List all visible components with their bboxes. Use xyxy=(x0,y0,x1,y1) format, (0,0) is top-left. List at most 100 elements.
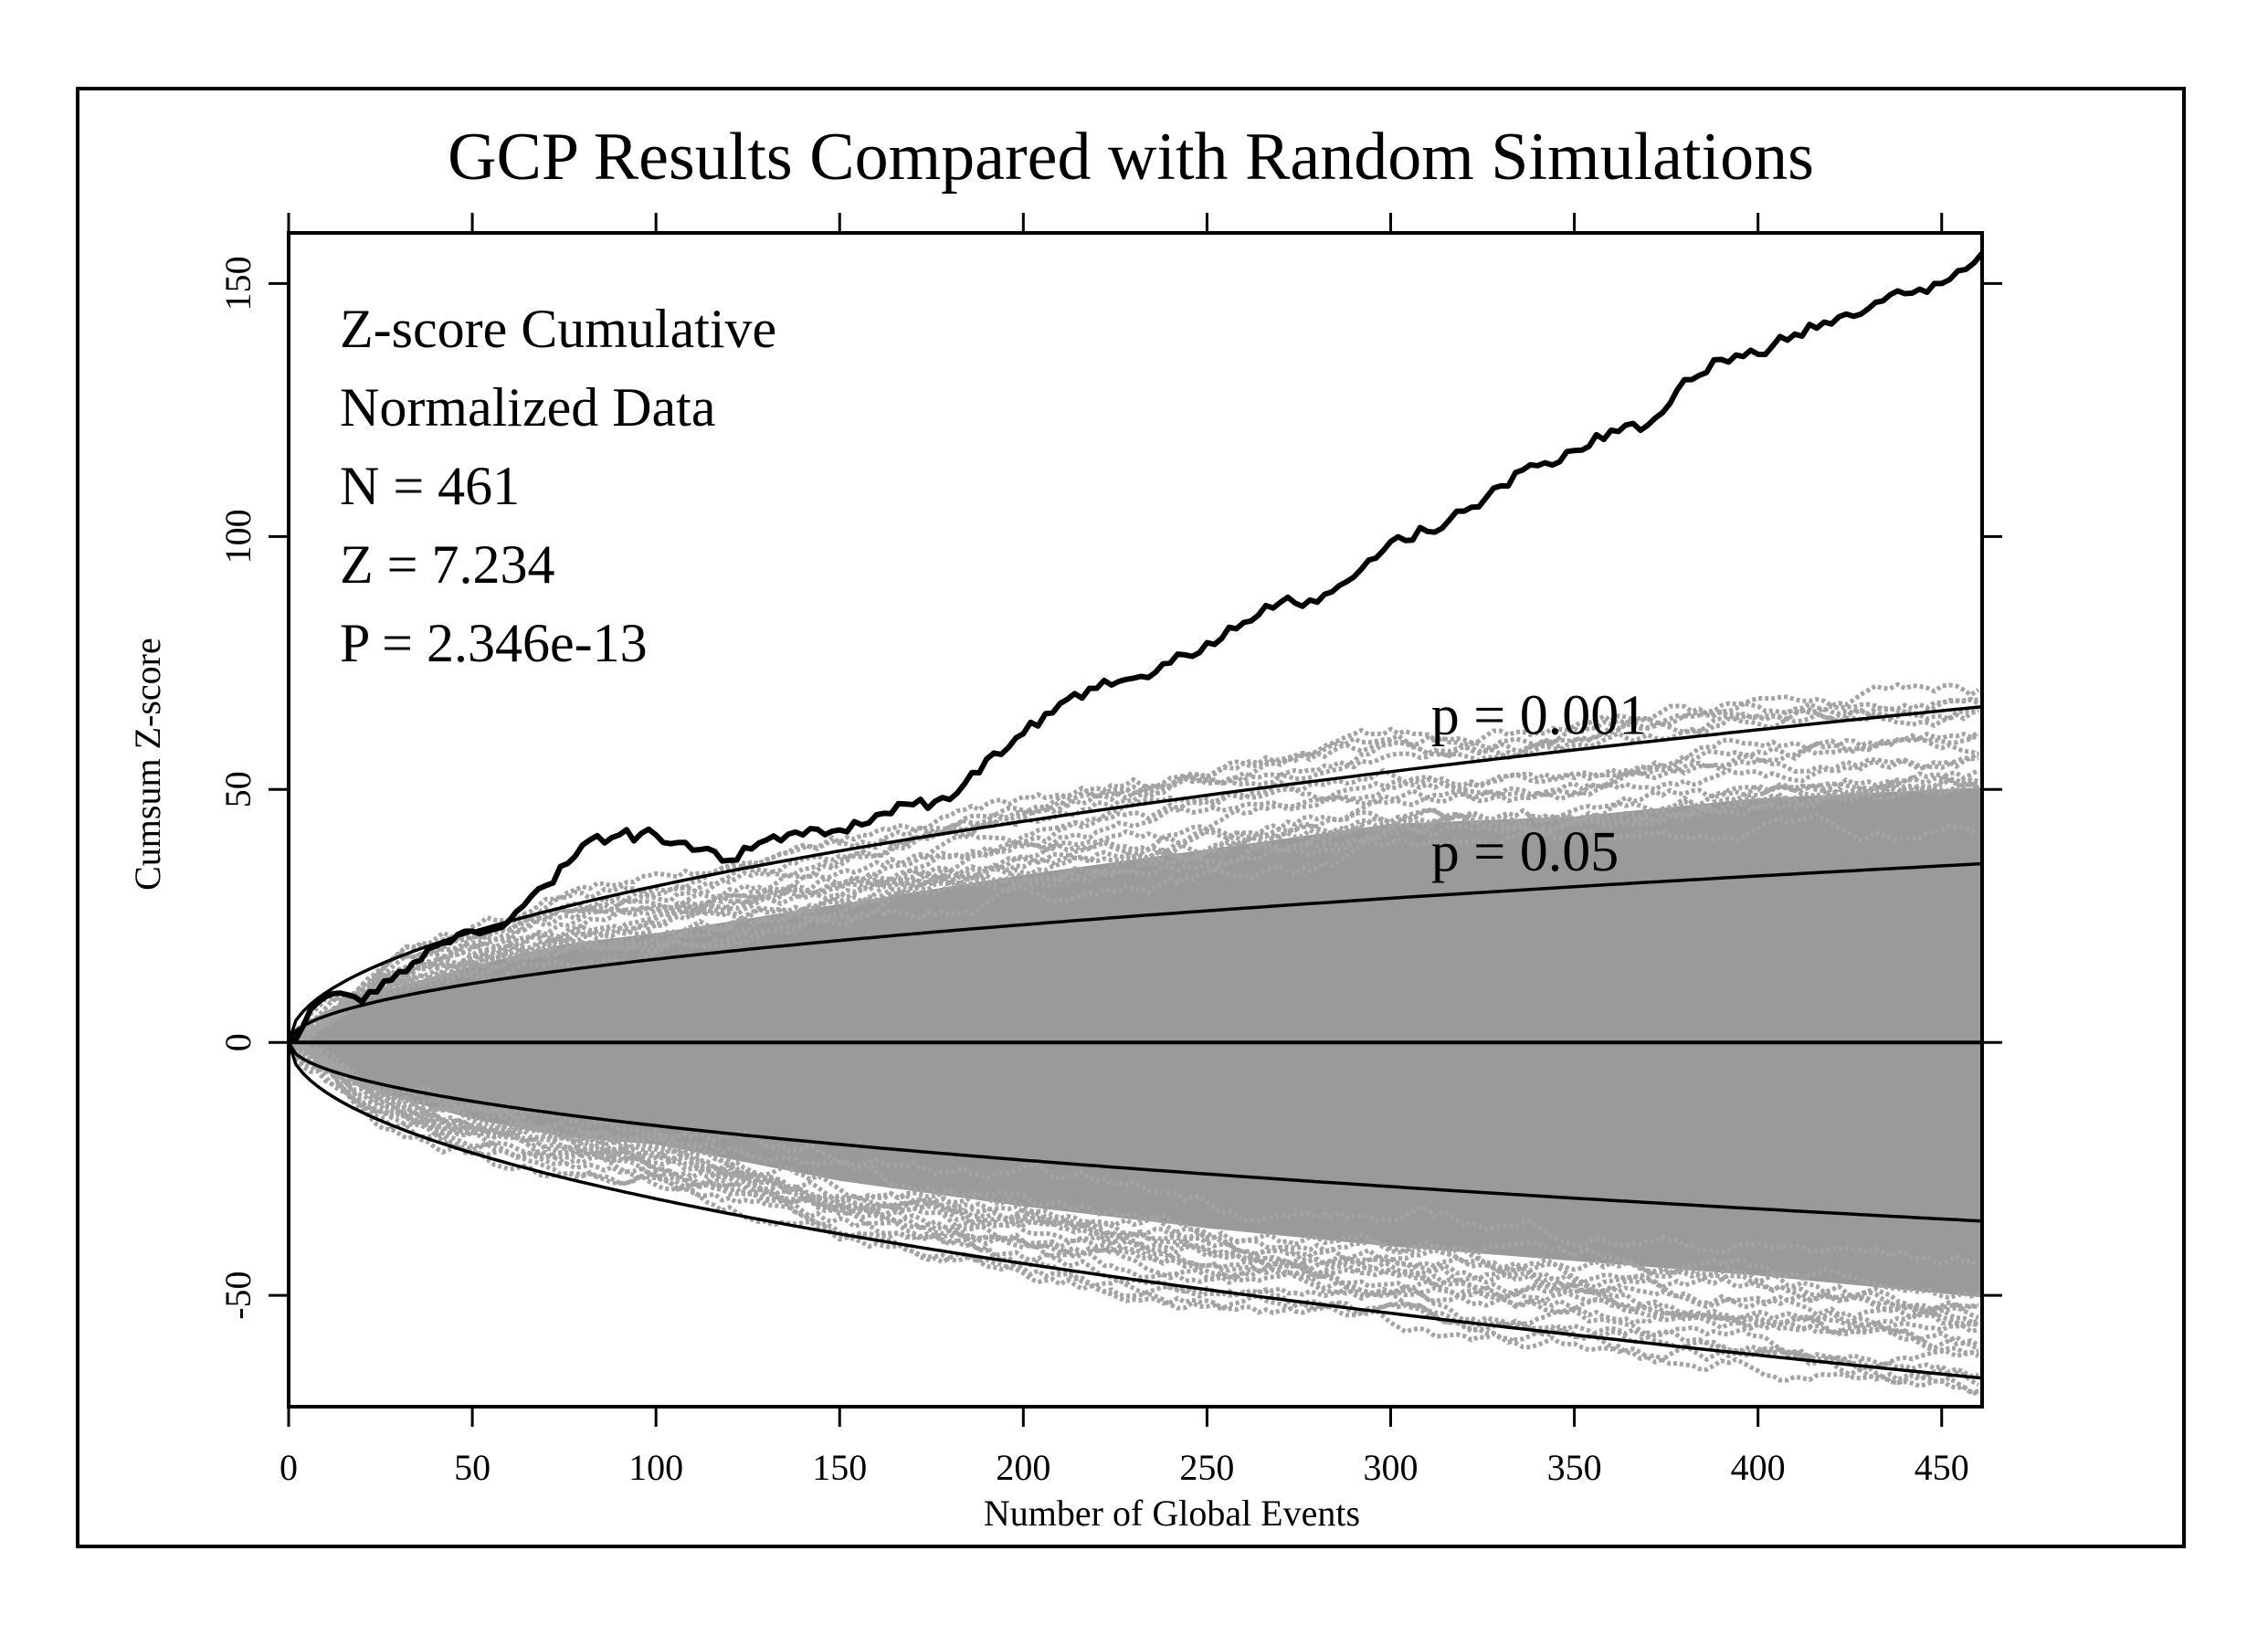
gcp-data-point xyxy=(1425,529,1429,533)
p001-lower-curve xyxy=(287,1041,1983,1380)
x-tick-label: 400 xyxy=(1731,1447,1786,1488)
annotation-line: P = 2.346e-13 xyxy=(340,613,648,673)
gcp-data-point xyxy=(617,833,621,838)
gcp-data-point xyxy=(1499,483,1503,488)
simulation-trajectory xyxy=(287,730,1980,1042)
y-tick-label: 0 xyxy=(217,1033,258,1051)
simulation-trajectory xyxy=(287,708,1979,1039)
simulation-trajectory xyxy=(288,735,1979,1043)
gcp-data-point xyxy=(1609,428,1613,433)
simulation-trajectory xyxy=(288,1039,1980,1327)
x-tick-label: 450 xyxy=(1915,1447,1969,1488)
x-tick-label: 350 xyxy=(1547,1447,1602,1488)
p05-lower-curve xyxy=(287,1041,1983,1223)
gcp-data-point xyxy=(1572,448,1577,453)
annotation-line: Normalized Data xyxy=(340,377,715,438)
annotation-line: N = 461 xyxy=(340,456,520,516)
gcp-data-point xyxy=(691,848,695,852)
p001-upper-curve xyxy=(287,704,1983,1043)
gcp-data-point xyxy=(874,812,879,817)
gcp-data-point xyxy=(1830,322,1834,326)
gcp-data-point xyxy=(1388,539,1393,543)
gcp-data-point xyxy=(433,944,438,948)
y-tick-label: -50 xyxy=(217,1271,258,1319)
simulation-trajectory xyxy=(287,1039,1979,1395)
simulation-trajectory xyxy=(287,681,1980,1040)
x-axis-label: Number of Global Events xyxy=(984,1493,1360,1534)
chart-frame xyxy=(76,87,2186,1548)
gcp-data-point xyxy=(1058,702,1062,706)
gcp-data-point xyxy=(1131,676,1135,681)
gcp-series-layer xyxy=(287,251,1985,1045)
simulation-trajectory xyxy=(287,706,1979,1048)
simulation-layer xyxy=(286,681,1982,1396)
x-tick-label: 100 xyxy=(628,1447,683,1488)
simulation-trajectory xyxy=(289,1045,1979,1329)
simulation-trajectory xyxy=(287,697,1979,1047)
gcp-data-point xyxy=(1352,575,1356,579)
significance-curves: p = 0.001 p = 0.05 xyxy=(287,684,1983,1380)
gcp-data-point xyxy=(1756,352,1760,356)
p001-label: p = 0.001 xyxy=(1431,684,1647,746)
gcp-data-point xyxy=(1683,377,1687,382)
x-tick-label: 0 xyxy=(280,1447,298,1488)
gcp-data-point xyxy=(580,843,585,848)
gcp-data-point xyxy=(1315,600,1320,605)
x-tick-label: 250 xyxy=(1179,1447,1234,1488)
x-tick-label: 50 xyxy=(454,1447,491,1488)
y-tick-label: 100 xyxy=(217,509,258,564)
simulation-trajectory xyxy=(287,1043,1980,1353)
gcp-data-point xyxy=(1903,291,1907,296)
gcp-data-point xyxy=(1094,686,1099,691)
gcp-data-point xyxy=(396,969,401,974)
gcp-data-point xyxy=(1646,423,1651,427)
simulation-trajectory xyxy=(288,1041,1979,1320)
y-tick-label: 150 xyxy=(217,256,258,311)
gcp-data-point xyxy=(1866,307,1871,311)
annotation-line: Z-score Cumulative xyxy=(340,299,776,359)
gcp-data-point xyxy=(654,833,659,838)
y-axis-label: Cumsum Z-score xyxy=(127,638,168,891)
gcp-data-point xyxy=(543,883,548,888)
simulation-trajectory xyxy=(287,1042,1979,1327)
chart-title: GCP Results Compared with Random Simulat… xyxy=(448,120,1814,195)
gcp-data-point xyxy=(1792,332,1797,336)
simulation-trajectory xyxy=(287,1036,1980,1368)
simulation-trajectory xyxy=(287,1046,1979,1396)
gcp-data-point xyxy=(1168,660,1173,665)
gcp-data-point xyxy=(507,919,512,923)
p05-label: p = 0.05 xyxy=(1431,821,1619,883)
gcp-data-point xyxy=(1205,640,1209,645)
gcp-data-point xyxy=(1719,357,1724,362)
gcp-data-point xyxy=(1461,509,1466,513)
gcp-data-point xyxy=(1241,620,1246,625)
simulation-trajectory xyxy=(288,1034,1980,1268)
annotation-block: Z-score Cumulative Normalized Data N = 461… xyxy=(340,299,776,673)
annotation-line: Z = 7.234 xyxy=(340,534,555,595)
gcp-data-point xyxy=(764,838,768,842)
simulation-trajectory xyxy=(287,1041,1979,1301)
simulation-trajectory xyxy=(288,751,1980,1050)
simulation-trajectory xyxy=(288,781,1980,1045)
gcp-data-point xyxy=(727,858,732,862)
gcp-data-point xyxy=(911,802,915,807)
axes: 0 50 100 150 200 250 300 350 400 450 -50 0 50 100 150 N… xyxy=(127,213,2002,1534)
gcp-data-point xyxy=(838,828,842,832)
x-tick-label: 200 xyxy=(996,1447,1050,1488)
gcp-data-point xyxy=(801,833,806,838)
x-tick-label: 150 xyxy=(812,1447,867,1488)
gcp-data-point xyxy=(1939,281,1944,286)
gcp-data-point xyxy=(1021,732,1026,736)
gcp-data-point xyxy=(1278,600,1282,605)
gcp-data-point xyxy=(470,929,475,934)
p05-upper-curve xyxy=(287,861,1983,1044)
gcp-data-point xyxy=(1535,463,1540,468)
x-tick-label: 300 xyxy=(1364,1447,1419,1488)
gcp-data-point xyxy=(323,995,328,999)
y-tick-label: 50 xyxy=(217,771,258,807)
gcp-data-point xyxy=(947,797,952,802)
plot-border xyxy=(287,231,1984,1409)
gcp-data-point xyxy=(985,757,989,762)
gcp-data-point xyxy=(360,999,364,1004)
